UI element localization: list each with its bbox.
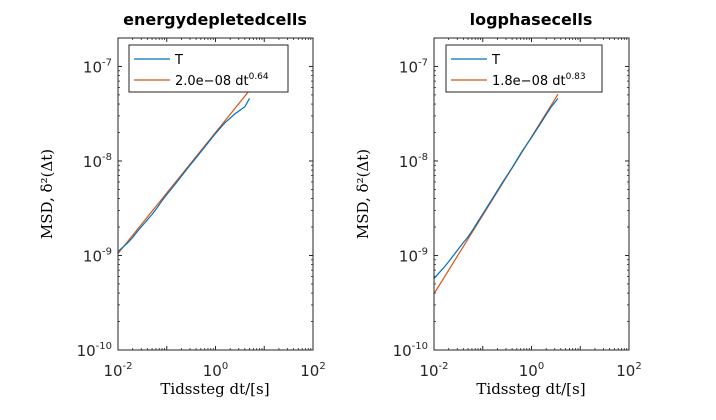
legend: T 2.0e−08 dt0.64: [128, 44, 289, 93]
plot-frame: [117, 37, 314, 351]
y-tick-base: 10: [393, 342, 412, 360]
x-tick-label: 10-2: [103, 361, 132, 380]
legend-label-fit: 2.0e−08 dt0.64: [175, 72, 269, 89]
x-tick-base: 10: [519, 362, 538, 380]
y-tick-exponent: -10: [412, 341, 428, 352]
legend-box: [128, 44, 289, 93]
chart-title: logphasecells: [470, 10, 593, 29]
y-tick-base: 10: [399, 153, 418, 171]
x-tick-exponent: -2: [123, 361, 133, 372]
y-tick-base: 10: [83, 153, 102, 171]
y-tick-base: 10: [77, 342, 96, 360]
x-tick-base: 10: [103, 362, 122, 380]
y-tick-exponent: -8: [102, 152, 112, 163]
legend: T 1.8e−08 dt0.83: [445, 44, 603, 93]
legend-label-data: T: [491, 53, 500, 68]
data-line: [433, 97, 559, 279]
y-tick-exponent: -9: [102, 246, 112, 257]
x-tick-exponent: 2: [319, 361, 325, 372]
series-layer: [117, 89, 251, 254]
y-tick-label: 10-7: [399, 57, 428, 76]
y-tick-label: 10-9: [83, 246, 112, 265]
y-tick-base: 10: [83, 247, 102, 265]
y-axis-label: MSD, δ²(Δt): [38, 149, 56, 239]
fit-label-prefix: 1.8e−08 dt: [492, 74, 566, 89]
x-axis-label: Tidssteg dt/[s]: [160, 380, 269, 398]
x-tick-exponent: -2: [439, 361, 449, 372]
y-axis-label: MSD, δ²(Δt): [354, 149, 372, 239]
y-tick-label: 10-8: [83, 152, 112, 171]
y-tick-label: 10-10: [393, 341, 428, 360]
legend-label-fit: 1.8e−08 dt0.83: [492, 72, 586, 89]
y-tick-exponent: -7: [102, 57, 112, 68]
x-tick-exponent: 0: [222, 361, 228, 372]
x-tick-label: 102: [616, 361, 641, 380]
x-tick-base: 10: [300, 362, 319, 380]
fit-line: [117, 89, 251, 254]
fit-label-exponent: 0.83: [566, 72, 586, 82]
y-tick-label: 10-7: [83, 57, 112, 76]
x-tick-base: 10: [203, 362, 222, 380]
fit-label-prefix: 2.0e−08 dt: [175, 74, 249, 89]
x-tick-labels: 10-2 100 102: [419, 361, 641, 380]
y-tick-exponent: -10: [96, 341, 112, 352]
fit-label-exponent: 0.64: [249, 72, 269, 82]
data-line: [117, 98, 251, 253]
legend-box: [445, 44, 603, 93]
y-tick-label: 10-8: [399, 152, 428, 171]
x-tick-exponent: 0: [538, 361, 544, 372]
y-tick-exponent: -8: [418, 152, 428, 163]
subplot-energydepleted: energydepletedcells 10-2 100 102 10-1010-9…: [38, 10, 326, 398]
y-tick-exponent: -7: [418, 57, 428, 68]
y-tick-base: 10: [399, 58, 418, 76]
x-tick-base: 10: [616, 362, 635, 380]
y-tick-label: 10-10: [77, 341, 112, 360]
x-tick-label: 102: [300, 361, 325, 380]
series-layer: [433, 93, 559, 295]
x-tick-label: 100: [519, 361, 544, 380]
plot-frame: [433, 37, 630, 351]
legend-label-data: T: [174, 53, 183, 68]
x-axis-label: Tidssteg dt/[s]: [476, 380, 585, 398]
y-tick-base: 10: [83, 58, 102, 76]
x-tick-label: 10-2: [419, 361, 448, 380]
y-tick-label: 10-9: [399, 246, 428, 265]
y-tick-exponent: -9: [418, 246, 428, 257]
x-tick-labels: 10-2 100 102: [103, 361, 325, 380]
x-tick-exponent: 2: [635, 361, 641, 372]
y-tick-base: 10: [399, 247, 418, 265]
subplot-logphase: logphasecells 10-2 100 102 10-1010-910-810…: [354, 10, 642, 398]
x-tick-base: 10: [419, 362, 438, 380]
x-tick-label: 100: [203, 361, 228, 380]
chart-title: energydepletedcells: [123, 10, 307, 29]
